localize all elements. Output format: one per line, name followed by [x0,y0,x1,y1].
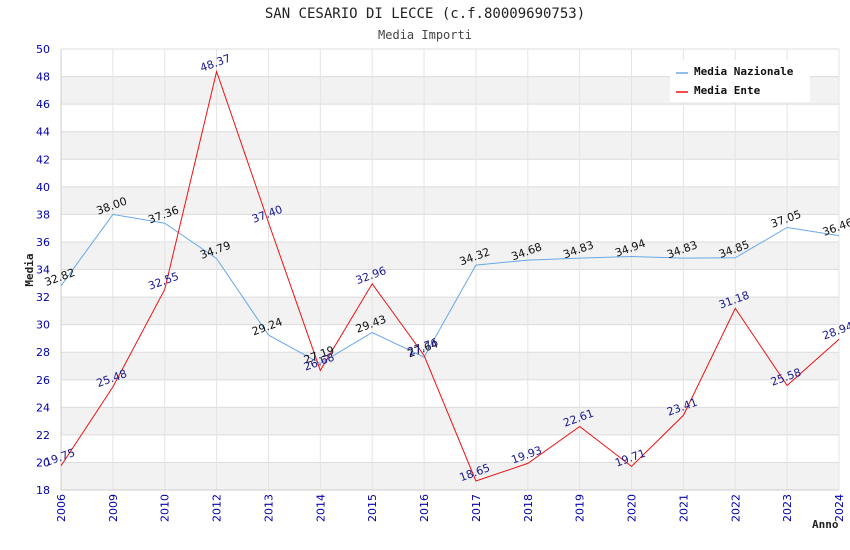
legend-label-media-ente: Media Ente [694,84,761,97]
grid-band [61,324,839,353]
y-tick-label: 20 [36,456,50,469]
y-tick-label: 18 [36,484,50,497]
x-tick-label: 2015 [366,494,379,522]
x-tick-label: 2021 [677,494,690,522]
y-axis-ticks: 18 20 22 24 26 28 30 32 34 36 38 40 42 44 46 48 50 [36,43,50,497]
series-line-media-nazionale [60,213,840,364]
x-tick-label: 2024 [833,494,846,522]
legend: Media Nazionale Media Ente [670,60,810,102]
y-tick-label: 22 [36,429,50,442]
grid-band [61,186,839,215]
grid-band [61,131,839,160]
y-axis-label: Media [23,253,36,286]
y-tick-label: 48 [36,71,50,84]
grid-band [61,159,839,187]
x-tick-label: 2018 [522,494,535,522]
x-tick-label: 2012 [211,494,224,522]
grid-band [61,269,839,298]
legend-label-media-nazionale: Media Nazionale [694,65,794,78]
y-tick-label: 40 [36,181,50,194]
x-tick-label: 2019 [574,494,587,522]
x-tick-label: 2020 [626,494,639,522]
y-tick-label: 46 [36,98,50,111]
grid-band [61,379,839,408]
y-tick-label: 44 [36,126,50,139]
grid-band [61,462,839,490]
y-tick-label: 36 [36,236,50,249]
y-tick-label: 28 [36,346,50,359]
x-tick-label: 2013 [262,494,275,522]
x-axis-ticks: 2006 2009 2010 2012 2013 2014 2015 2016 2017 2018… [55,494,846,522]
x-tick-label: 2009 [107,494,120,522]
y-tick-label: 26 [36,374,50,387]
y-tick-label: 32 [36,291,50,304]
grid-lines [60,48,840,491]
x-tick-label: 2023 [781,494,794,522]
x-tick-label: 2017 [470,494,483,522]
x-tick-label: 2016 [418,494,431,522]
x-tick-label: 2010 [159,494,172,522]
legend-box [670,60,810,102]
chart-title: SAN CESARIO DI LECCE (c.f.80009690753) [265,6,585,22]
grid-band [61,241,839,270]
grid-band [61,214,839,242]
series-line-media-ente [60,69,840,482]
grid-band [61,104,839,132]
y-tick-label: 34 [36,264,50,277]
y-tick-label: 30 [36,319,50,332]
y-tick-label: 38 [36,208,50,221]
x-tick-label: 2006 [55,494,68,522]
chart-subtitle: Media Importi [378,28,472,42]
y-tick-label: 24 [36,401,50,414]
grid-bands [61,49,839,490]
y-tick-label: 42 [36,153,50,166]
grid-band [61,352,839,380]
x-axis-label: Anno [812,518,839,531]
x-tick-label: 2022 [729,494,742,522]
grid-band [61,434,839,463]
grid-band [61,407,839,435]
series-lines [60,69,840,482]
x-tick-label: 2014 [314,494,327,522]
y-tick-label: 50 [36,43,50,56]
